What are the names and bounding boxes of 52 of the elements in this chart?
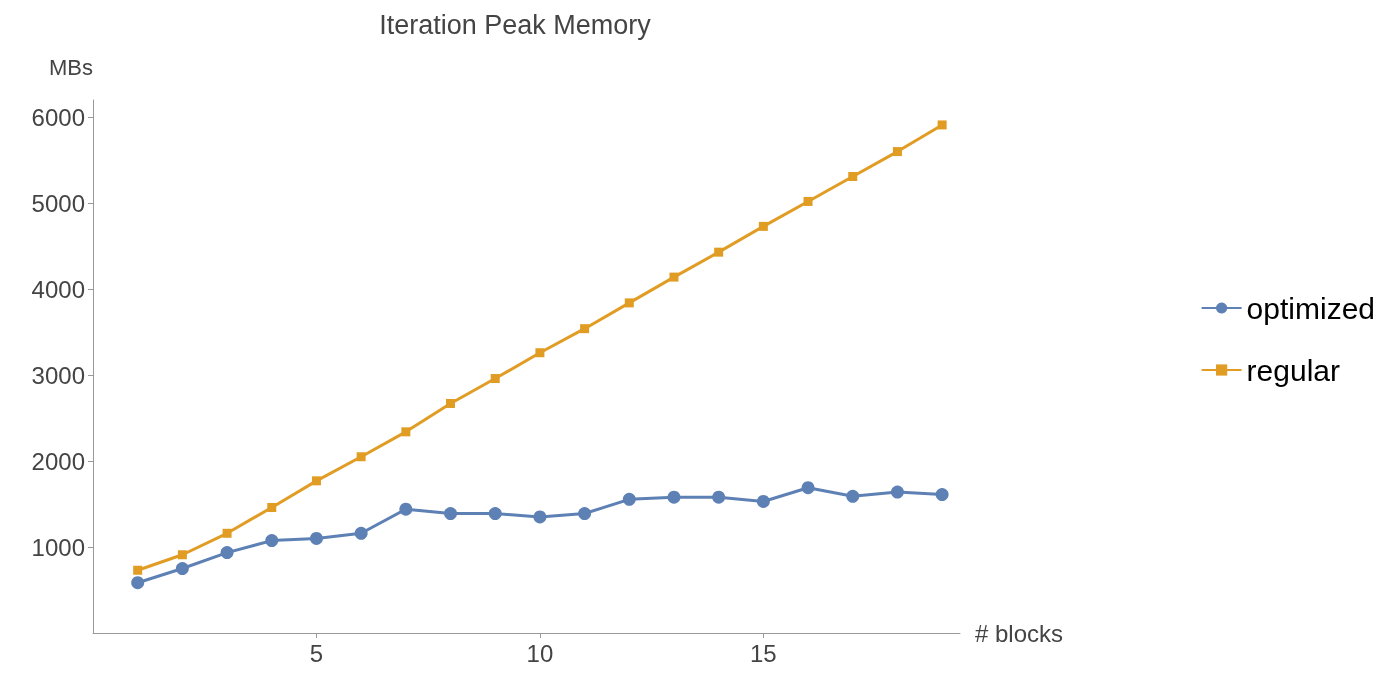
point bbox=[578, 507, 592, 520]
point bbox=[177, 550, 187, 560]
point bbox=[712, 490, 726, 504]
point bbox=[399, 502, 413, 516]
y-tick-label: 6000 bbox=[31, 103, 85, 131]
point bbox=[892, 147, 902, 157]
point bbox=[490, 374, 500, 384]
y-tick-label: 4000 bbox=[31, 275, 85, 303]
point bbox=[803, 196, 813, 206]
chart-title: Iteration Peak Memory bbox=[379, 9, 652, 40]
y-tick-label: 3000 bbox=[31, 361, 85, 389]
point bbox=[890, 485, 904, 499]
point bbox=[488, 507, 502, 520]
point bbox=[309, 531, 323, 545]
x-tick-label: 10 bbox=[526, 639, 554, 667]
x-axis-title: # blocks bbox=[975, 619, 1064, 647]
y-tick-label: 1000 bbox=[31, 533, 85, 561]
point bbox=[535, 348, 545, 358]
point bbox=[624, 298, 634, 308]
y-tick-label: 5000 bbox=[31, 189, 85, 217]
point bbox=[220, 546, 234, 560]
y-tick-label: 2000 bbox=[31, 447, 85, 475]
legend-label: optimized bbox=[1246, 291, 1376, 325]
point bbox=[758, 221, 768, 231]
legend-label: regular bbox=[1246, 353, 1340, 387]
point bbox=[175, 562, 189, 576]
point bbox=[446, 398, 456, 408]
point bbox=[714, 247, 724, 257]
point bbox=[354, 526, 368, 540]
point bbox=[444, 507, 458, 520]
point bbox=[133, 565, 143, 575]
x-tick-label: 15 bbox=[750, 639, 777, 667]
point bbox=[267, 502, 277, 512]
point bbox=[356, 452, 366, 462]
y-axis-title: MBs bbox=[49, 54, 93, 80]
point bbox=[801, 481, 815, 495]
point bbox=[222, 528, 232, 538]
point bbox=[533, 510, 547, 524]
x-tick-label: 5 bbox=[309, 639, 324, 667]
point bbox=[311, 476, 321, 486]
point bbox=[935, 488, 949, 502]
point bbox=[580, 324, 590, 334]
point bbox=[622, 492, 636, 506]
point bbox=[265, 534, 279, 548]
point bbox=[401, 427, 411, 437]
point bbox=[937, 120, 947, 130]
point bbox=[848, 172, 858, 182]
point bbox=[131, 576, 145, 590]
point bbox=[669, 272, 679, 282]
point bbox=[756, 494, 770, 508]
point bbox=[846, 489, 860, 503]
point bbox=[667, 490, 681, 504]
